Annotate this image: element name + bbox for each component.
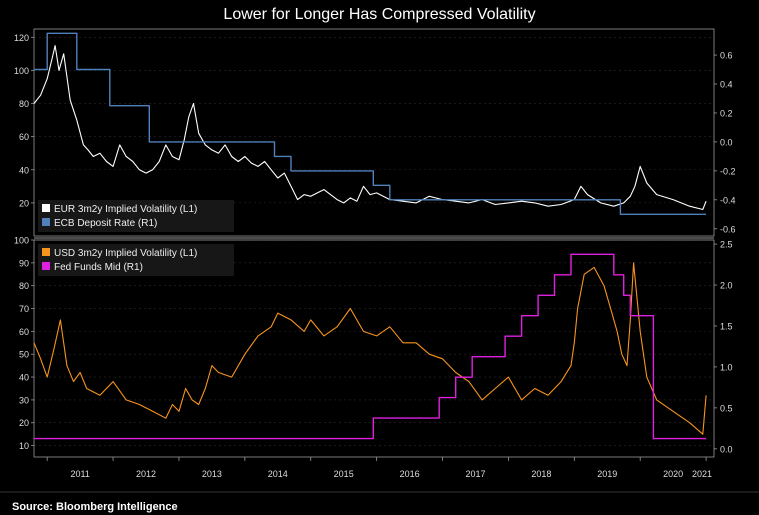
right-axis-tick-label: 0.4 <box>720 80 733 90</box>
left-axis-tick-label: 60 <box>19 327 29 337</box>
x-axis-tick-label: 2018 <box>531 469 551 479</box>
right-axis-tick-label: 0.0 <box>720 137 733 147</box>
right-axis-tick-label: 1.5 <box>720 321 733 331</box>
legend-swatch <box>42 248 50 256</box>
ecb-deposit-rate-line <box>34 32 707 215</box>
right-axis-tick-label: 0.6 <box>720 51 733 61</box>
grid-layer <box>34 36 714 446</box>
x-axis-tick-label: 2019 <box>597 469 617 479</box>
right-axis-tick-label: 2.0 <box>720 281 733 291</box>
fed-funds-line <box>34 253 707 440</box>
left-axis-tick-label: 100 <box>14 236 29 246</box>
left-axis-tick-label: 30 <box>19 395 29 405</box>
x-axis-tick-label: 2021 <box>692 469 712 479</box>
left-axis-tick-label: 100 <box>14 66 29 76</box>
x-axis-tick-label: 2017 <box>465 469 485 479</box>
left-axis-tick-label: 20 <box>19 198 29 208</box>
left-axis-tick-label: 40 <box>19 373 29 383</box>
right-axis-tick-label: 2.5 <box>720 240 733 250</box>
left-axis-tick-label: 80 <box>19 281 29 291</box>
left-axis-tick-label: 80 <box>19 99 29 109</box>
legend-layer: EUR 3m2y Implied Volatility (L1) ECB Depo… <box>38 200 234 276</box>
series-layer <box>33 32 707 440</box>
right-axis-tick-label: 0.0 <box>720 444 733 454</box>
legend-swatch <box>42 262 50 270</box>
legend-label: Fed Funds Mid (R1) <box>54 262 143 273</box>
left-axis-tick-label: 20 <box>19 418 29 428</box>
right-axis-tick-label: -0.4 <box>720 195 736 205</box>
left-axis-tick-label: 90 <box>19 258 29 268</box>
left-axis-tick-label: 40 <box>19 165 29 175</box>
left-axis-tick-label: 10 <box>19 441 29 451</box>
right-axis-tick-label: -0.6 <box>720 224 736 234</box>
legend-box <box>38 244 234 276</box>
legend-swatch <box>42 218 50 226</box>
source-note: Source: Bloomberg Intelligence <box>12 501 178 513</box>
x-axis-tick-label: 2016 <box>400 469 420 479</box>
legend-box <box>38 200 234 232</box>
left-axis-tick-label: 60 <box>19 132 29 142</box>
legend-label: EUR 3m2y Implied Volatility (L1) <box>54 204 197 215</box>
right-axis-tick-label: 0.5 <box>720 403 733 413</box>
legend-label: ECB Deposit Rate (R1) <box>54 218 157 229</box>
axes-layer: 20 40 60 80 100 120 -0.6 -0.4 -0.2 0.0 0.2 0.4 0.6 10… <box>0 28 759 493</box>
left-axis-tick-label: 120 <box>14 33 29 43</box>
usd-vol-line <box>33 262 707 435</box>
right-axis-tick-label: 1.0 <box>720 362 733 372</box>
right-axis-tick-label: -0.2 <box>720 166 736 176</box>
left-axis-tick-label: 70 <box>19 304 29 314</box>
plot-frame <box>33 28 715 237</box>
chart-title: Lower for Longer Has Compressed Volatili… <box>223 6 536 23</box>
legend-swatch <box>42 204 50 212</box>
x-axis-tick-label: 2014 <box>268 469 288 479</box>
x-axis-tick-label: 2015 <box>334 469 354 479</box>
plot-frame <box>33 239 715 458</box>
legend-label: USD 3m2y Implied Volatility (L1) <box>54 248 197 259</box>
x-axis-tick-label: 2012 <box>136 469 156 479</box>
right-axis-tick-label: 0.2 <box>720 108 733 118</box>
x-axis-tick-label: 2011 <box>70 469 89 479</box>
x-axis-tick-label: 2013 <box>202 469 222 479</box>
left-axis-tick-label: 50 <box>19 350 29 360</box>
x-axis-tick-label: 2020 <box>663 469 683 479</box>
